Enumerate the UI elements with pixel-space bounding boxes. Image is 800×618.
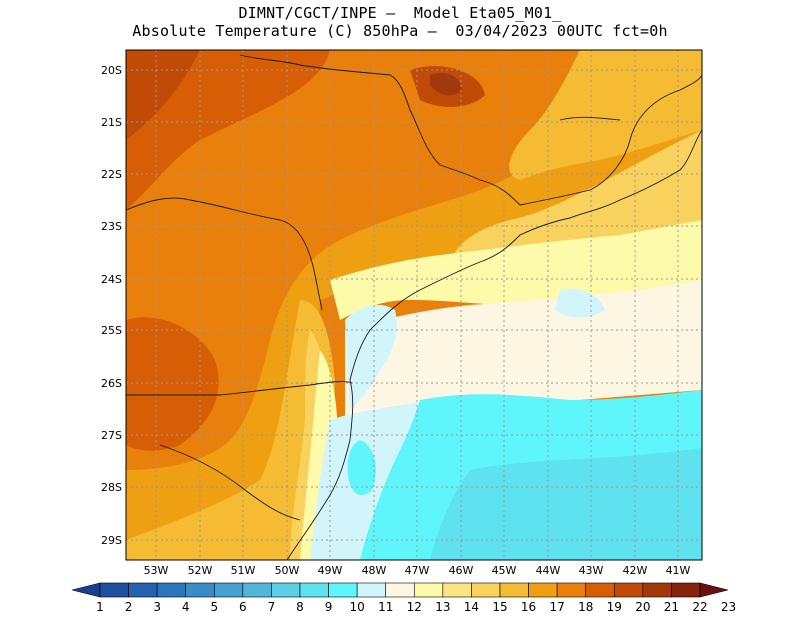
colorbar-swatch [99,582,129,598]
title-line-1: DIMNT/CGCT/INPE — Model Eta05_M01_ [238,4,562,22]
colorbar-label: 19 [607,600,622,614]
colorbar-label: 1 [96,600,104,614]
lat-label: 24S [101,273,122,286]
graticule [126,50,702,560]
lat-label: 23S [101,220,122,233]
latitude-labels: 20S 21S 22S 23S 24S 25S 26S 27S 28S 29S [101,64,122,547]
colorbar-label: 21 [664,600,679,614]
title-line-2: Absolute Temperature (C) 850hPa — 03/04/… [132,22,668,40]
colorbar-swatch [613,582,644,598]
colorbar-swatch [671,582,701,598]
colorbar-label: 16 [521,600,536,614]
colorbar-label: 22 [692,600,707,614]
lon-label: 53W [144,564,169,577]
lat-label: 26S [101,377,122,390]
coastline [286,129,702,560]
lon-label: 51W [231,564,256,577]
lon-label: 50W [275,564,300,577]
colorbar-swatch [585,582,615,598]
lat-label: 21S [101,116,122,129]
lon-label: 44W [536,564,561,577]
colorbar-swatch [642,582,672,598]
colorbar-swatch [128,582,158,598]
lat-label: 22S [101,168,122,181]
colorbar-label: 7 [268,600,276,614]
colorbar-swatch [213,582,244,598]
colorbar-label: 3 [153,600,161,614]
colorbar-arrow-right [699,582,729,598]
colorbar-label: 6 [239,600,247,614]
colorbar-label: 20 [635,600,650,614]
colorbar: 1 2 3 4 5 6 7 8 9 10 11 12 13 14 15 16 17 18 19 20 21 22 23 [71,582,736,614]
colorbar-label: 9 [325,600,333,614]
colorbar-swatch [413,582,444,598]
colorbar-label: 11 [378,600,393,614]
colorbar-swatch [556,582,587,598]
lon-label: 46W [449,564,474,577]
colorbar-swatch [299,582,329,598]
lat-label: 25S [101,324,122,337]
colorbar-swatch [442,582,472,598]
colorbar-swatch [185,582,215,598]
colorbar-arrow-left [71,582,101,598]
borders [126,54,702,560]
colorbar-label: 17 [550,600,565,614]
lon-label: 43W [579,564,604,577]
colorbar-label: 13 [435,600,450,614]
lat-label: 28S [101,481,122,494]
colorbar-swatch [385,582,415,598]
colorbar-label: 14 [464,600,479,614]
temperature-field [126,50,702,560]
colorbar-swatch [328,582,358,598]
colorbar-label: 15 [492,600,507,614]
colorbar-swatch [499,582,529,598]
colorbar-label: 4 [182,600,190,614]
lon-label: 49W [318,564,343,577]
lat-label: 29S [101,534,122,547]
colorbar-label: 8 [296,600,304,614]
lon-label: 52W [188,564,213,577]
lon-label: 45W [492,564,517,577]
colorbar-label: 23 [721,600,736,614]
colorbar-swatch [356,582,387,598]
lon-label: 48W [362,564,387,577]
lon-label: 41W [666,564,691,577]
colorbar-label: 5 [210,600,218,614]
lon-label: 47W [405,564,430,577]
colorbar-swatch [471,582,501,598]
colorbar-swatch [528,582,558,598]
colorbar-swatch [242,582,272,598]
lon-label: 42W [623,564,648,577]
colorbar-swatch [271,582,301,598]
colorbar-label: 10 [350,600,365,614]
colorbar-label: 2 [125,600,133,614]
colorbar-label: 12 [407,600,422,614]
lat-label: 27S [101,429,122,442]
colorbar-label: 18 [578,600,593,614]
longitude-labels: 53W 52W 51W 50W 49W 48W 47W 46W 45W 44W … [144,564,691,577]
colorbar-swatch [156,582,187,598]
lat-label: 20S [101,64,122,77]
